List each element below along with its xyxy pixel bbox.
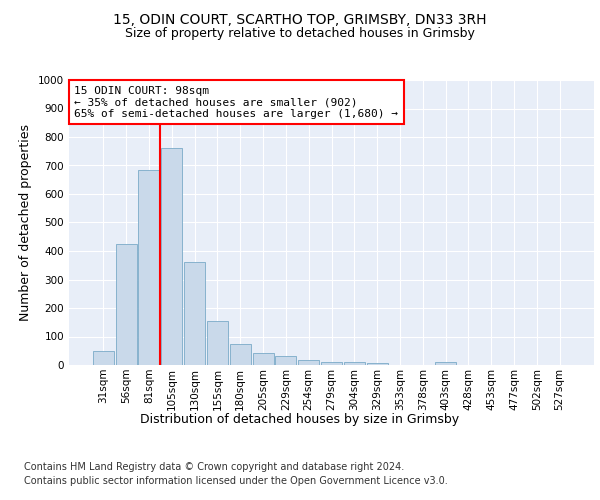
Text: 15, ODIN COURT, SCARTHO TOP, GRIMSBY, DN33 3RH: 15, ODIN COURT, SCARTHO TOP, GRIMSBY, DN… bbox=[113, 12, 487, 26]
Bar bbox=[207, 321, 228, 365]
Y-axis label: Number of detached properties: Number of detached properties bbox=[19, 124, 32, 321]
Bar bbox=[321, 362, 342, 365]
Bar bbox=[435, 362, 456, 365]
Bar bbox=[367, 362, 388, 365]
Bar bbox=[275, 356, 296, 365]
Text: Contains HM Land Registry data © Crown copyright and database right 2024.: Contains HM Land Registry data © Crown c… bbox=[24, 462, 404, 472]
Bar bbox=[344, 362, 365, 365]
Bar bbox=[161, 148, 182, 365]
Bar bbox=[253, 353, 274, 365]
Bar bbox=[184, 262, 205, 365]
Text: 15 ODIN COURT: 98sqm
← 35% of detached houses are smaller (902)
65% of semi-deta: 15 ODIN COURT: 98sqm ← 35% of detached h… bbox=[74, 86, 398, 119]
Bar bbox=[139, 170, 160, 365]
Bar bbox=[116, 244, 137, 365]
Bar bbox=[298, 360, 319, 365]
Bar bbox=[93, 351, 114, 365]
Text: Contains public sector information licensed under the Open Government Licence v3: Contains public sector information licen… bbox=[24, 476, 448, 486]
Text: Size of property relative to detached houses in Grimsby: Size of property relative to detached ho… bbox=[125, 28, 475, 40]
Text: Distribution of detached houses by size in Grimsby: Distribution of detached houses by size … bbox=[140, 412, 460, 426]
Bar bbox=[230, 344, 251, 365]
